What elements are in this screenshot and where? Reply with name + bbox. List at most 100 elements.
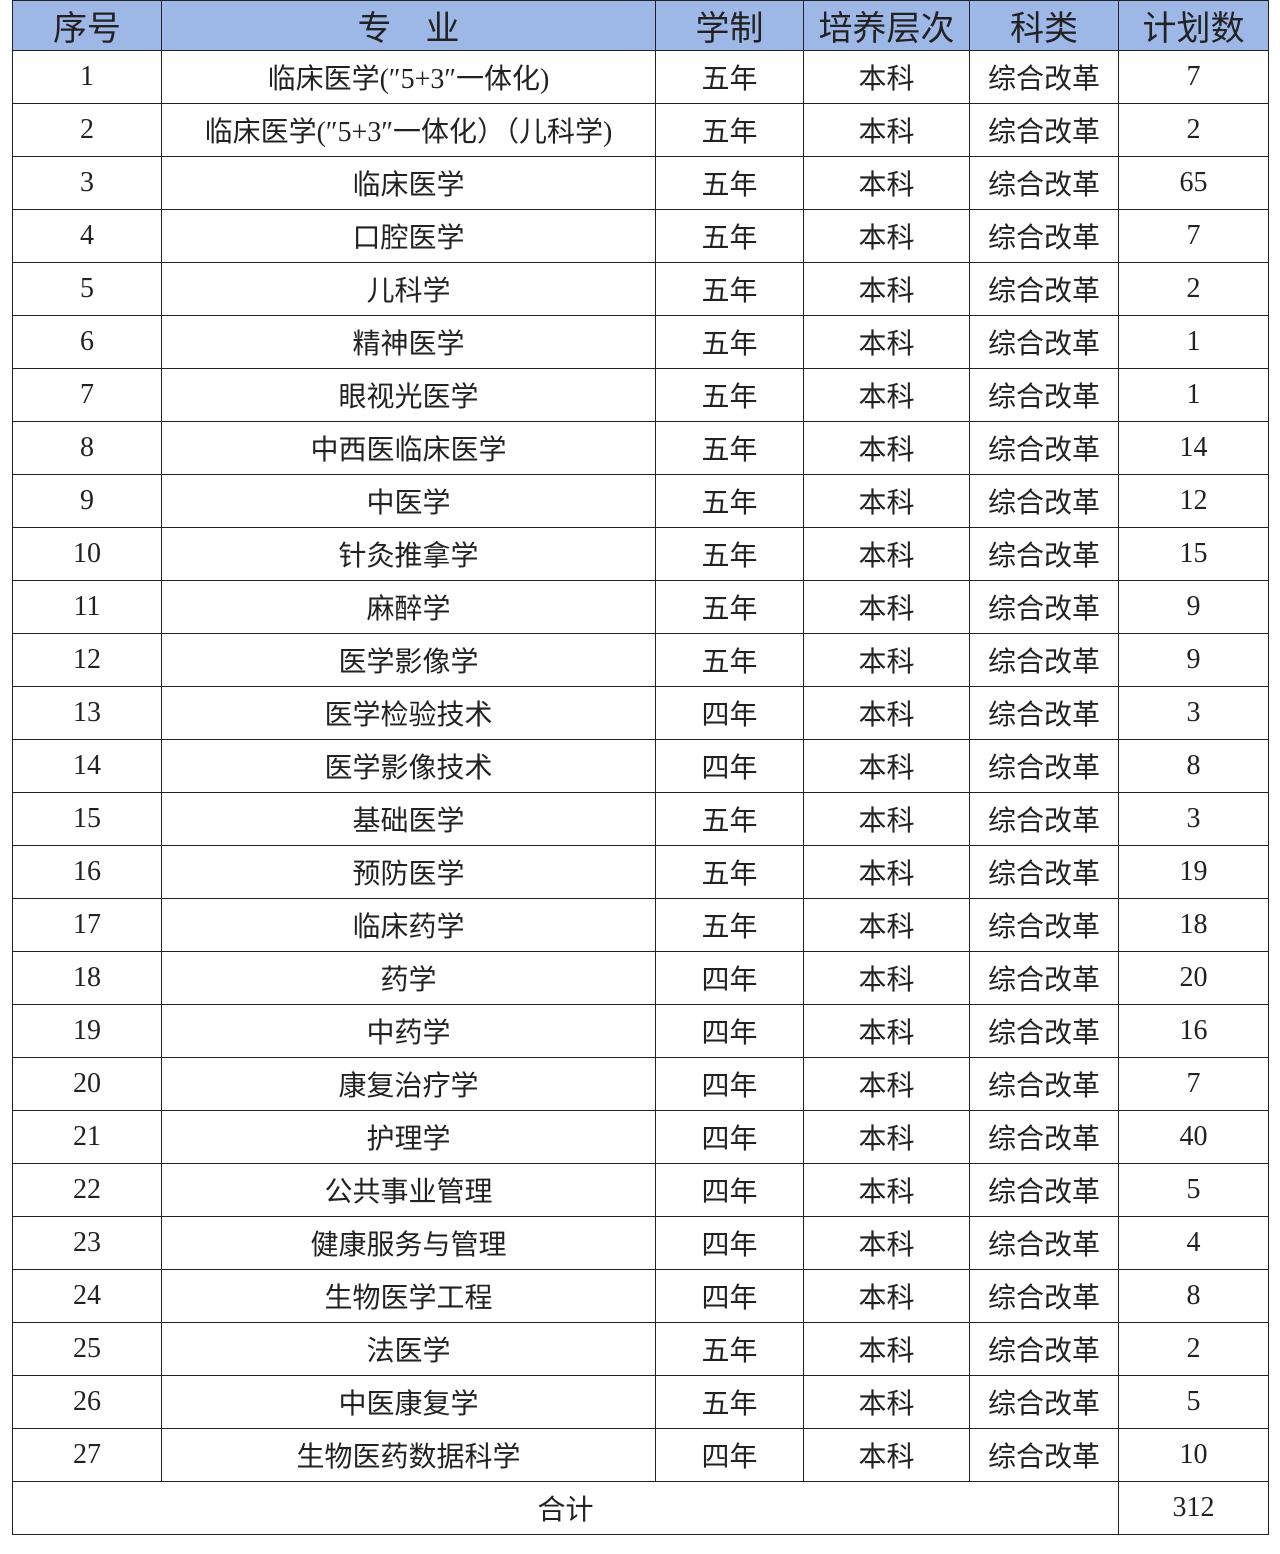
table-cell: 麻醉学 — [161, 580, 656, 634]
table-cell: 公共事业管理 — [161, 1163, 656, 1217]
table-cell: 24 — [12, 1269, 162, 1323]
table-cell: 健康服务与管理 — [161, 1216, 656, 1270]
table-row: 7 眼视光医学 五年 本科 综合改革 1 — [12, 368, 1269, 422]
table-cell: 19 — [1118, 845, 1269, 899]
table-cell: 65 — [1118, 156, 1269, 210]
table-cell: 8 — [1118, 739, 1269, 793]
table-cell: 本科 — [803, 1322, 970, 1376]
table-cell: 本科 — [803, 1163, 970, 1217]
table-cell: 五年 — [655, 103, 804, 157]
header-cell: 科类 — [969, 0, 1119, 51]
table-cell: 9 — [12, 474, 162, 528]
table-cell: 四年 — [655, 1163, 804, 1217]
table-row: 21 护理学 四年 本科 综合改革 40 — [12, 1110, 1269, 1164]
table-cell: 综合改革 — [969, 898, 1119, 952]
table-cell: 5 — [1118, 1375, 1269, 1429]
table-cell: 五年 — [655, 633, 804, 687]
table-cell: 本科 — [803, 103, 970, 157]
table-cell: 综合改革 — [969, 315, 1119, 369]
table-cell: 临床药学 — [161, 898, 656, 952]
table-cell: 15 — [12, 792, 162, 846]
table-cell: 2 — [1118, 262, 1269, 316]
table-cell: 四年 — [655, 1216, 804, 1270]
table-cell: 综合改革 — [969, 792, 1119, 846]
table-cell: 医学影像技术 — [161, 739, 656, 793]
table-row: 14 医学影像技术 四年 本科 综合改革 8 — [12, 739, 1269, 793]
table-cell: 11 — [12, 580, 162, 634]
table-row: 6 精神医学 五年 本科 综合改革 1 — [12, 315, 1269, 369]
table-cell: 综合改革 — [969, 474, 1119, 528]
table-row: 3 临床医学 五年 本科 综合改革 65 — [12, 156, 1269, 210]
table-cell: 综合改革 — [969, 1375, 1119, 1429]
table-cell: 1 — [1118, 368, 1269, 422]
table-cell: 本科 — [803, 1269, 970, 1323]
table-cell: 医学检验技术 — [161, 686, 656, 740]
table-row: 15 基础医学 五年 本科 综合改革 3 — [12, 792, 1269, 846]
table-cell: 4 — [1118, 1216, 1269, 1270]
table-cell: 中医学 — [161, 474, 656, 528]
table-header: 序号专 业学制 培养层次 科类 计划数 — [12, 0, 1269, 51]
table-cell: 本科 — [803, 368, 970, 422]
table-cell: 本科 — [803, 1216, 970, 1270]
table-cell: 综合改革 — [969, 421, 1119, 475]
table-cell: 本科 — [803, 315, 970, 369]
table-row: 16 预防医学 五年 本科 综合改革 19 — [12, 845, 1269, 899]
table-cell: 基础医学 — [161, 792, 656, 846]
header-cell: 专 业 — [161, 0, 656, 51]
table-cell: 五年 — [655, 474, 804, 528]
table-cell: 五年 — [655, 1375, 804, 1429]
table-cell: 本科 — [803, 50, 970, 104]
table-cell: 4 — [12, 209, 162, 263]
table-cell: 五年 — [655, 527, 804, 581]
table-row: 10 针灸推拿学 五年 本科 综合改革 15 — [12, 527, 1269, 581]
table-cell: 本科 — [803, 951, 970, 1005]
header-cell: 计划数 — [1118, 0, 1269, 51]
header-row: 序号专 业学制 培养层次 科类 计划数 — [12, 0, 1269, 51]
table-cell: 27 — [12, 1428, 162, 1482]
table-row: 2 临床医学(″5+3″一体化）（儿科学) 五年 本科 综合改革 2 — [12, 103, 1269, 157]
table-cell: 21 — [12, 1110, 162, 1164]
table-cell: 眼视光医学 — [161, 368, 656, 422]
table-row: 18 药学 四年 本科 综合改革 20 — [12, 951, 1269, 1005]
table-cell: 本科 — [803, 898, 970, 952]
plan-table: 序号专 业学制 培养层次 科类 计划数 1 临床医学(″5+3″一体化) 五年 本科 综合改革… — [12, 0, 1269, 1535]
table-row: 19 中药学 四年 本科 综合改革 16 — [12, 1004, 1269, 1058]
table-cell: 22 — [12, 1163, 162, 1217]
total-row: 合计 312 — [12, 1481, 1269, 1535]
table-cell: 五年 — [655, 792, 804, 846]
table-cell: 13 — [12, 686, 162, 740]
table-cell: 临床医学 — [161, 156, 656, 210]
table-cell: 5 — [1118, 1163, 1269, 1217]
table-cell: 四年 — [655, 1004, 804, 1058]
table-cell: 四年 — [655, 1428, 804, 1482]
total-label: 合计 — [12, 1481, 1119, 1535]
table-row: 8 中西医临床医学 五年 本科 综合改革 14 — [12, 421, 1269, 475]
table-cell: 综合改革 — [969, 845, 1119, 899]
table-cell: 综合改革 — [969, 1110, 1119, 1164]
table-cell: 口腔医学 — [161, 209, 656, 263]
table-cell: 医学影像学 — [161, 633, 656, 687]
table-cell: 五年 — [655, 845, 804, 899]
table-cell: 护理学 — [161, 1110, 656, 1164]
table-cell: 综合改革 — [969, 262, 1119, 316]
table-cell: 17 — [12, 898, 162, 952]
table-cell: 16 — [12, 845, 162, 899]
table-cell: 18 — [12, 951, 162, 1005]
table-row: 27 生物医药数据科学 四年 本科 综合改革 10 — [12, 1428, 1269, 1482]
table-cell: 本科 — [803, 209, 970, 263]
table-cell: 本科 — [803, 421, 970, 475]
table-cell: 6 — [12, 315, 162, 369]
table-cell: 临床医学(″5+3″一体化) — [161, 50, 656, 104]
table-row: 24 生物医学工程 四年 本科 综合改革 8 — [12, 1269, 1269, 1323]
table-cell: 四年 — [655, 1110, 804, 1164]
table-cell: 综合改革 — [969, 1004, 1119, 1058]
table-cell: 本科 — [803, 474, 970, 528]
table-row: 20 康复治疗学 四年 本科 综合改革 7 — [12, 1057, 1269, 1111]
table-row: 1 临床医学(″5+3″一体化) 五年 本科 综合改革 7 — [12, 50, 1269, 104]
table-cell: 3 — [12, 156, 162, 210]
table-cell: 五年 — [655, 368, 804, 422]
table-cell: 四年 — [655, 686, 804, 740]
table-cell: 1 — [12, 50, 162, 104]
table-cell: 5 — [12, 262, 162, 316]
